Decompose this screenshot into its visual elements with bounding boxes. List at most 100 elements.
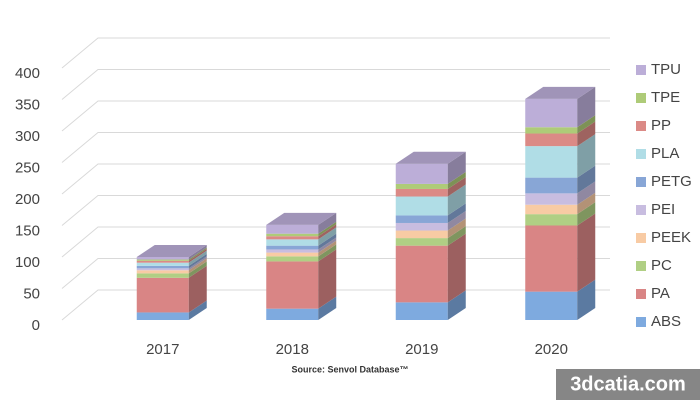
legend-label: PC (651, 257, 672, 274)
bar-segment (525, 214, 578, 226)
legend-swatch (636, 65, 646, 75)
bar-segment (266, 245, 319, 250)
legend-swatch (636, 149, 646, 159)
grid-line (61, 69, 610, 100)
bar-segment-side (318, 212, 337, 234)
bar-segment-side (447, 203, 466, 223)
bar-segment-side (188, 247, 207, 261)
x-tick-label: 2019 (405, 341, 438, 358)
grid-line (61, 37, 610, 69)
bar-segment-side (577, 165, 596, 194)
bar-segment (525, 133, 578, 147)
bar-segment (525, 291, 578, 320)
bar-segment-side (447, 184, 466, 216)
bar-segment-side (447, 210, 466, 231)
bar-segment (395, 245, 448, 303)
legend-label: PP (651, 117, 671, 134)
x-tick-label: 2020 (535, 341, 568, 358)
bar-segment (395, 302, 448, 320)
bar-segment-side (318, 249, 337, 309)
source-note: Source: Senvol Database™ (291, 364, 408, 374)
bar-segment-side (577, 279, 596, 320)
bar-segment-side (318, 240, 337, 257)
bar-segment (395, 222, 448, 231)
bar-segment-side (577, 86, 596, 128)
bar-segment (395, 163, 448, 184)
bar-segment-side (318, 233, 337, 250)
grid-line (61, 132, 610, 163)
bar-segment-side (188, 248, 207, 263)
y-tick-label: 300 (15, 128, 40, 145)
bar-segment (395, 230, 448, 239)
bar-segment-side (188, 256, 207, 271)
bar-segment (136, 259, 189, 261)
legend-label: PEI (651, 201, 675, 218)
grid-line (61, 100, 610, 132)
bar-segment (525, 98, 578, 128)
bar-segment (136, 312, 189, 320)
bar-segment (136, 262, 189, 266)
bar-segment (266, 261, 319, 309)
bar-segment-side (188, 245, 207, 260)
bar-segment-side (447, 290, 466, 320)
bar-segment (266, 224, 319, 234)
bar-segment (525, 127, 578, 134)
legend-swatch (636, 317, 646, 327)
bar-segment-side (577, 121, 596, 147)
y-tick-label: 100 (15, 254, 40, 271)
bar-segment (525, 193, 578, 205)
bar-segment-side (318, 296, 337, 320)
bar-segment-side (188, 261, 207, 278)
legend-swatch (636, 233, 646, 243)
bar-segment (136, 270, 189, 274)
bar-segment (266, 233, 319, 237)
bar-segment-side (318, 221, 337, 237)
bar-segment (266, 236, 319, 240)
bar-segment-side (577, 134, 596, 178)
legend-label: TPU (651, 61, 681, 78)
bar-segment (395, 238, 448, 246)
bar-segment-side (577, 202, 596, 226)
bar-segment (136, 265, 189, 269)
bar-segment-side (188, 300, 207, 320)
bar-segment (136, 257, 189, 260)
bar-segment (266, 308, 319, 320)
bar-top (136, 245, 207, 257)
y-tick-label: 50 (23, 285, 40, 302)
bar-segment (136, 260, 189, 263)
bar-segment-side (577, 192, 596, 215)
legend-label: PEEK (651, 229, 691, 246)
bar-segment (395, 183, 448, 189)
y-tick-label: 150 (15, 222, 40, 239)
bar-segment-side (188, 250, 207, 266)
watermark: 3dcatia.com (570, 373, 686, 395)
bar-segment (525, 146, 578, 178)
bar-segment-side (188, 258, 207, 274)
bar-segment-side (318, 244, 337, 262)
bar-segment-side (577, 213, 596, 292)
bar-segment-side (447, 176, 466, 197)
bar-segment-side (188, 265, 207, 313)
bar-top (525, 86, 596, 99)
y-tick-label: 200 (15, 191, 40, 208)
y-tick-label: 0 (32, 317, 40, 334)
bar-segment (266, 256, 319, 262)
legend-swatch (636, 177, 646, 187)
legend-swatch (636, 93, 646, 103)
bar-segment (266, 252, 319, 257)
x-tick-label: 2017 (146, 341, 179, 358)
legend-label: PETG (651, 173, 692, 190)
bar-segment (395, 188, 448, 197)
bar-segment (266, 239, 319, 246)
bar-segment (136, 273, 189, 278)
bar-segment (136, 268, 189, 271)
legend-swatch (636, 205, 646, 215)
y-tick-label: 350 (15, 96, 40, 113)
bar-segment (525, 177, 578, 194)
bar-segment-side (447, 171, 466, 189)
bar-top (266, 212, 337, 225)
bar-segment (136, 277, 189, 313)
legend-label: PA (651, 285, 670, 302)
bar-segment-side (447, 151, 466, 184)
bar-segment (525, 204, 578, 215)
